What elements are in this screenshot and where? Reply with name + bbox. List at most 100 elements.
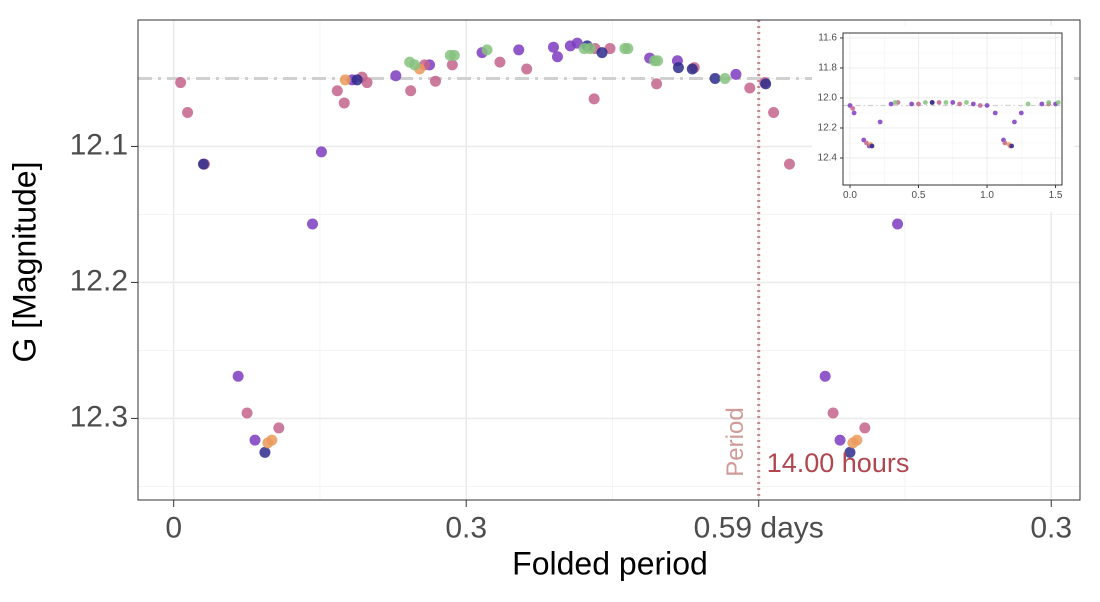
point — [331, 85, 343, 97]
point — [730, 68, 742, 80]
x-tick-label: 1.0 — [980, 190, 994, 201]
point — [175, 77, 187, 89]
point — [361, 77, 373, 89]
point — [622, 43, 634, 55]
panel-background — [843, 33, 1062, 185]
point — [651, 78, 663, 90]
point — [864, 140, 869, 146]
point — [827, 407, 839, 419]
point — [851, 434, 863, 446]
points — [843, 100, 1062, 149]
point — [182, 106, 194, 118]
point — [1018, 110, 1024, 116]
x-tick-label: 0.59 days — [694, 511, 824, 544]
point — [686, 63, 698, 75]
point — [892, 218, 904, 230]
point — [970, 101, 976, 107]
point — [1012, 119, 1017, 125]
point — [950, 100, 956, 105]
point — [929, 100, 935, 105]
point — [339, 74, 351, 86]
point — [521, 63, 533, 75]
x-axis-label: Folded period — [512, 545, 708, 581]
point — [259, 446, 271, 458]
point — [709, 72, 721, 84]
point — [719, 72, 731, 84]
point — [834, 434, 846, 446]
panel-border — [842, 32, 1063, 186]
point — [241, 407, 253, 419]
point — [351, 74, 363, 86]
point — [1046, 100, 1052, 105]
y-tick-label: 12.2 — [818, 123, 838, 134]
point — [943, 100, 949, 105]
point — [448, 49, 460, 61]
point — [1039, 101, 1045, 107]
point — [888, 101, 894, 107]
point — [916, 101, 921, 107]
point — [249, 434, 261, 446]
y-axis-label: G [Magnitude] — [6, 162, 42, 363]
point — [859, 422, 871, 434]
point — [844, 446, 856, 458]
y-tick-label: 12.4 — [818, 153, 838, 164]
point — [869, 143, 875, 149]
point — [877, 119, 883, 125]
y-tick-label: 12.3 — [70, 400, 128, 433]
inset-panel: 0.0 0.5 1.0 1.5 11.6 11.8 12.0 12.2 12.4 — [812, 26, 1074, 212]
point — [547, 41, 559, 53]
point — [984, 103, 990, 108]
point — [922, 100, 928, 105]
point — [315, 146, 327, 158]
point — [409, 59, 421, 71]
point — [405, 85, 417, 97]
x-tick-label: 0.0 — [843, 190, 857, 201]
point — [819, 370, 831, 382]
point — [513, 44, 525, 56]
point — [232, 370, 244, 382]
point — [652, 55, 664, 67]
point — [338, 97, 350, 109]
point — [760, 78, 772, 90]
point — [783, 158, 795, 170]
point — [964, 100, 969, 105]
y-tick-label: 12.2 — [70, 264, 128, 297]
point — [1055, 100, 1061, 105]
point — [551, 51, 563, 63]
point — [1002, 140, 1008, 146]
point — [390, 70, 402, 82]
point — [992, 110, 998, 116]
point — [744, 82, 756, 94]
point — [909, 101, 915, 107]
point — [957, 101, 963, 107]
point — [1025, 101, 1031, 107]
point — [850, 106, 856, 111]
point — [936, 100, 942, 105]
point — [1009, 143, 1015, 149]
point — [446, 59, 458, 71]
point — [481, 44, 493, 56]
x-tick-label: 0.3 — [1030, 511, 1072, 544]
point — [672, 62, 684, 74]
point — [266, 434, 278, 446]
point — [977, 103, 983, 108]
annotation: 14.00 hours — [767, 448, 910, 478]
point — [584, 43, 596, 55]
point — [494, 56, 506, 68]
point — [851, 110, 857, 116]
panel-border — [137, 19, 1081, 501]
annotation: Period — [722, 407, 749, 476]
y-tick-label: 12.0 — [818, 93, 838, 104]
point — [596, 47, 608, 59]
point — [273, 422, 285, 434]
point — [429, 75, 441, 87]
y-tick-label: 11.8 — [818, 63, 837, 74]
point — [197, 158, 209, 170]
point — [892, 100, 898, 105]
x-tick-label: 0.5 — [912, 190, 926, 201]
point — [588, 93, 600, 105]
x-tick-label: 0.3 — [445, 511, 487, 544]
x-tick-label: 1.5 — [1049, 190, 1063, 201]
point — [307, 218, 319, 230]
